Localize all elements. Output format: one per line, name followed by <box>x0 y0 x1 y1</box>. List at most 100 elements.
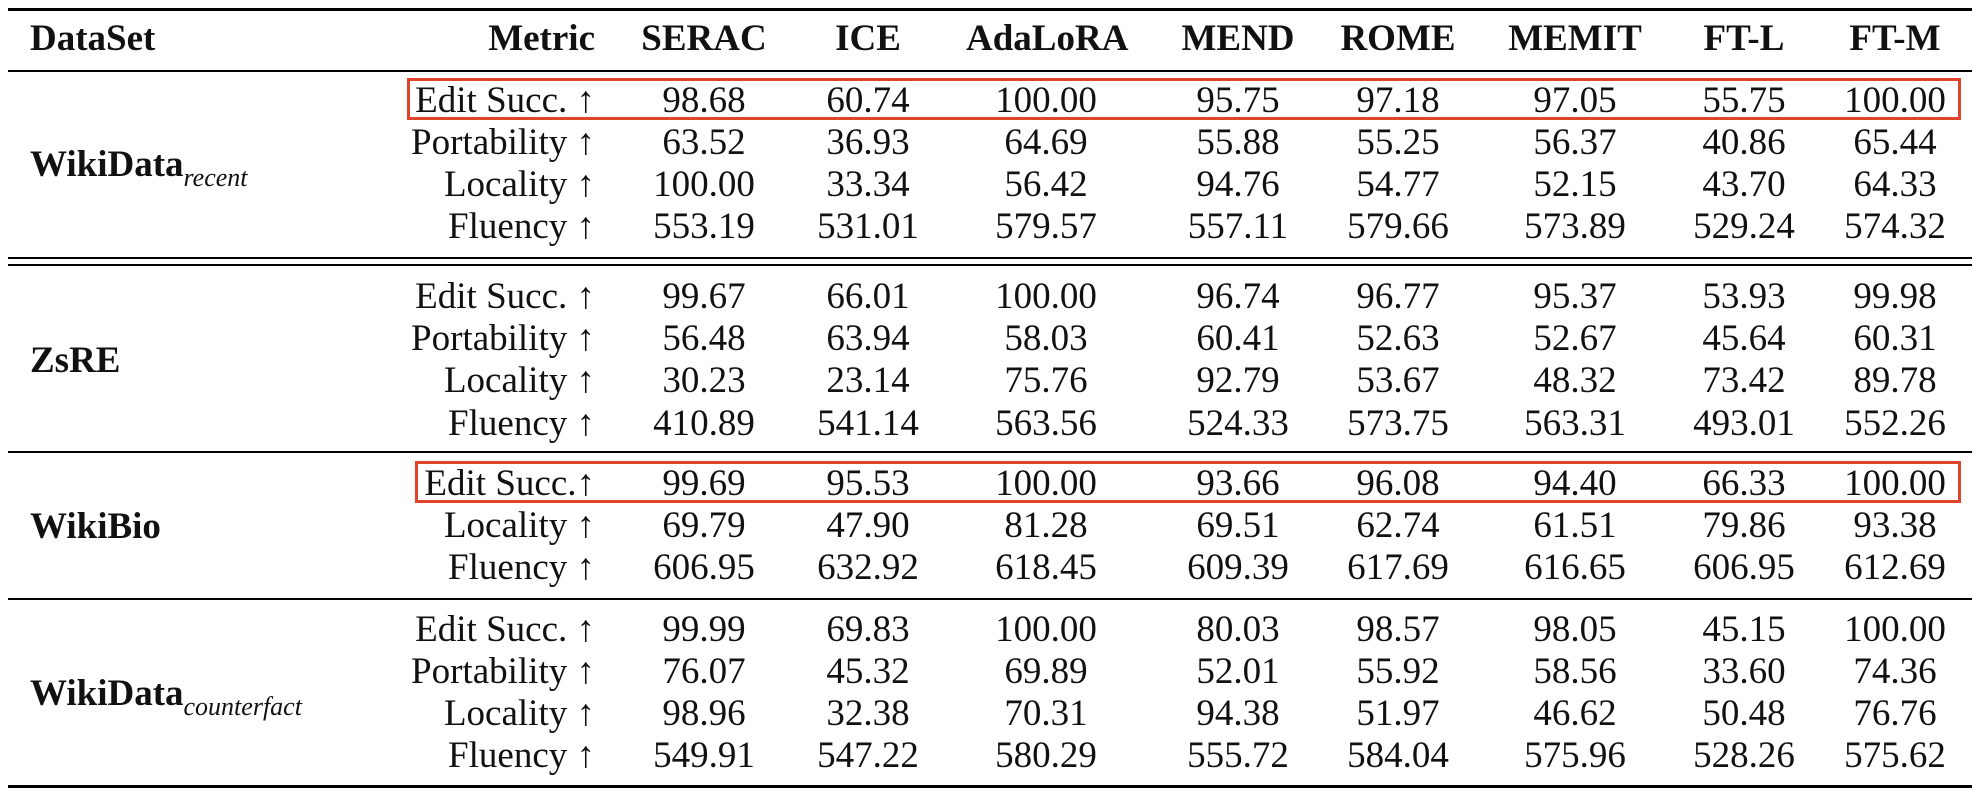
table-cell: 98.96 <box>662 693 746 734</box>
table-cell: 93.38 <box>1853 505 1937 546</box>
table-cell: 100.00 <box>1844 80 1946 121</box>
dataset-label: ZsRE <box>30 339 120 382</box>
table-cell: 69.83 <box>826 609 910 650</box>
table-cell: 100.00 <box>1844 609 1946 650</box>
header-dataset: DataSet <box>30 18 156 59</box>
table-cell: 75.76 <box>1004 360 1088 401</box>
table-cell: 99.67 <box>662 276 746 317</box>
table-cell: 47.90 <box>826 505 910 546</box>
table-cell: 76.07 <box>662 651 746 692</box>
group1-rule-b <box>8 264 1972 266</box>
table-cell: 66.33 <box>1702 463 1786 504</box>
table-cell: 100.00 <box>995 463 1097 504</box>
header-method: FT-L <box>1703 18 1785 59</box>
table-cell: 94.38 <box>1196 693 1280 734</box>
table-cell: 541.14 <box>817 403 919 444</box>
dataset-label: WikiDatarecent <box>30 143 248 192</box>
table-cell: 43.70 <box>1702 164 1786 205</box>
table-cell: 51.97 <box>1356 693 1440 734</box>
table-cell: 552.26 <box>1844 403 1946 444</box>
table-cell: 60.31 <box>1853 318 1937 359</box>
dataset-name: WikiData <box>30 144 184 185</box>
metric-label: Edit Succ. ↑ <box>415 276 595 317</box>
dataset-subscript: counterfact <box>183 692 302 721</box>
table-cell: 528.26 <box>1693 735 1795 776</box>
table-cell: 48.32 <box>1533 360 1617 401</box>
table-cell: 553.19 <box>653 206 755 247</box>
table-cell: 410.89 <box>653 403 755 444</box>
metric-label: Portability ↑ <box>411 651 595 692</box>
table-cell: 74.36 <box>1853 651 1937 692</box>
table-cell: 529.24 <box>1693 206 1795 247</box>
table-cell: 89.78 <box>1853 360 1937 401</box>
header-method: AdaLoRA <box>966 18 1129 59</box>
table-cell: 55.25 <box>1356 122 1440 163</box>
table-cell: 96.74 <box>1196 276 1280 317</box>
table-cell: 555.72 <box>1187 735 1289 776</box>
table-cell: 52.63 <box>1356 318 1440 359</box>
table-cell: 30.23 <box>662 360 746 401</box>
table-cell: 66.01 <box>826 276 910 317</box>
table-cell: 56.48 <box>662 318 746 359</box>
table-cell: 81.28 <box>1004 505 1088 546</box>
metric-label: Edit Succ. ↑ <box>415 609 595 650</box>
table-cell: 98.68 <box>662 80 746 121</box>
table-cell: 60.74 <box>826 80 910 121</box>
table-cell: 56.42 <box>1004 164 1088 205</box>
table-cell: 547.22 <box>817 735 919 776</box>
table-cell: 99.69 <box>662 463 746 504</box>
metric-label: Locality ↑ <box>443 693 595 734</box>
table-cell: 60.41 <box>1196 318 1280 359</box>
table-cell: 64.33 <box>1853 164 1937 205</box>
table-cell: 549.91 <box>653 735 755 776</box>
header-method: ROME <box>1340 18 1456 59</box>
header-method: SERAC <box>641 18 767 59</box>
table-cell: 55.75 <box>1702 80 1786 121</box>
dataset-name: ZsRE <box>30 340 121 381</box>
table-cell: 563.31 <box>1524 403 1626 444</box>
table-cell: 563.56 <box>995 403 1097 444</box>
metric-label: Fluency ↑ <box>448 735 595 776</box>
header-method: MEND <box>1181 18 1295 59</box>
dataset-name: WikiBio <box>30 506 161 547</box>
dataset-label: WikiBio <box>30 505 161 548</box>
header-method: FT-M <box>1849 18 1941 59</box>
table-cell: 61.51 <box>1533 505 1617 546</box>
metric-label: Fluency ↑ <box>448 206 595 247</box>
table-cell: 73.42 <box>1702 360 1786 401</box>
group2-rule <box>8 451 1972 453</box>
table-cell: 36.93 <box>826 122 910 163</box>
table-cell: 573.89 <box>1524 206 1626 247</box>
table-cell: 97.18 <box>1356 80 1440 121</box>
table-cell: 69.89 <box>1004 651 1088 692</box>
table-cell: 56.37 <box>1533 122 1617 163</box>
highlight-box <box>415 461 1961 503</box>
table-cell: 55.92 <box>1356 651 1440 692</box>
table-cell: 70.31 <box>1004 693 1088 734</box>
table-cell: 52.67 <box>1533 318 1617 359</box>
table-cell: 80.03 <box>1196 609 1280 650</box>
table-cell: 52.01 <box>1196 651 1280 692</box>
table-cell: 64.69 <box>1004 122 1088 163</box>
metric-label: Portability ↑ <box>411 122 595 163</box>
table-cell: 33.60 <box>1702 651 1786 692</box>
table-cell: 100.00 <box>995 276 1097 317</box>
table-cell: 58.03 <box>1004 318 1088 359</box>
metric-label: Locality ↑ <box>443 360 595 401</box>
table-cell: 98.57 <box>1356 609 1440 650</box>
table-cell: 100.00 <box>995 609 1097 650</box>
table-cell: 99.99 <box>662 609 746 650</box>
table-cell: 100.00 <box>995 80 1097 121</box>
metric-label: Edit Succ.↑ <box>424 463 595 504</box>
table-cell: 606.95 <box>1693 547 1795 588</box>
table-cell: 23.14 <box>826 360 910 401</box>
highlight-box <box>407 78 1961 120</box>
table-cell: 69.79 <box>662 505 746 546</box>
table-cell: 95.37 <box>1533 276 1617 317</box>
metric-label: Locality ↑ <box>443 505 595 546</box>
table-cell: 94.76 <box>1196 164 1280 205</box>
table-cell: 97.05 <box>1533 80 1617 121</box>
table-cell: 579.57 <box>995 206 1097 247</box>
table-cell: 524.33 <box>1187 403 1289 444</box>
table-cell: 99.98 <box>1853 276 1937 317</box>
